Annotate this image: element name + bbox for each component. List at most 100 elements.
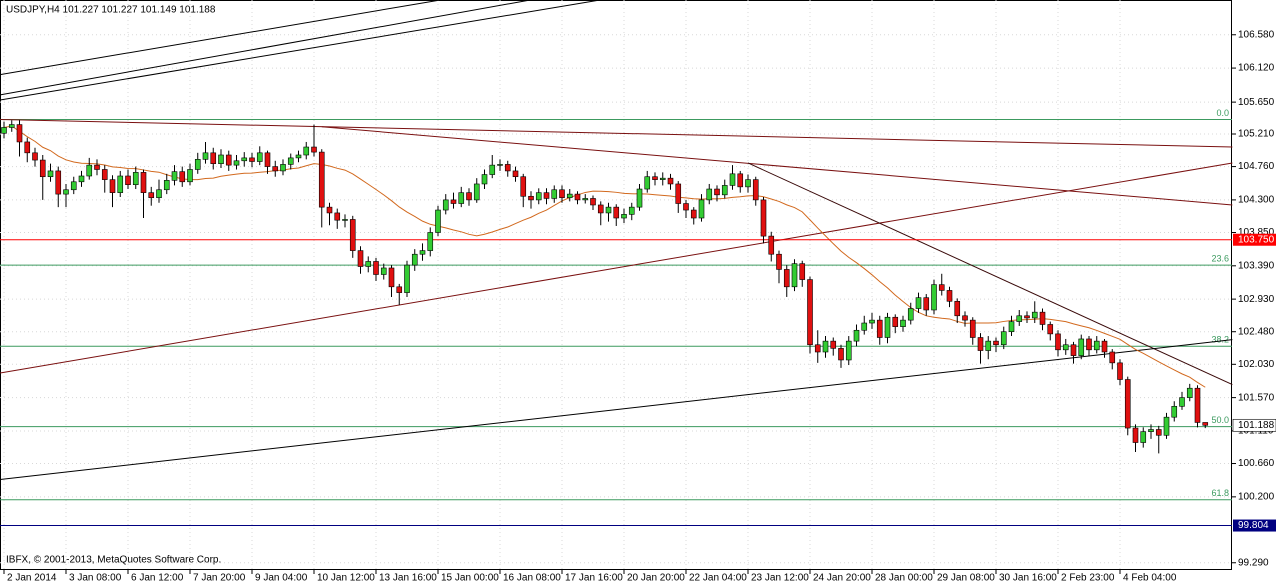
candle-body: [962, 315, 968, 321]
trendline: [0, 162, 1233, 374]
x-tick-label: 23 Jan 12:00: [751, 573, 809, 584]
x-tick-label: 16 Jan 08:00: [503, 573, 561, 584]
candle-body: [900, 319, 906, 327]
chart-title: USDJPY,H4 101.227 101.227 101.149 101.18…: [6, 5, 216, 16]
candle-body: [590, 198, 596, 206]
candle-body: [140, 172, 147, 193]
candle-body: [845, 340, 852, 361]
candle-body: [791, 263, 798, 288]
candle-body: [807, 279, 813, 346]
candle-body: [706, 188, 713, 201]
candle-body: [1055, 333, 1061, 351]
candle-body: [497, 164, 503, 166]
candle-body: [636, 188, 643, 208]
candle-body: [799, 263, 806, 280]
y-tick-label: 102.480: [1238, 326, 1275, 337]
candle-body: [295, 154, 302, 159]
candle-body: [559, 189, 565, 199]
candle-body: [745, 179, 751, 188]
price-tag-label: 99.804: [1238, 520, 1269, 531]
candle-body: [652, 176, 658, 180]
candle-body: [512, 170, 519, 178]
candle-body: [1000, 331, 1007, 346]
candle-body: [163, 180, 170, 191]
candle-body: [287, 157, 294, 165]
candle-body: [783, 269, 790, 288]
x-tick-label: 28 Jan 00:00: [875, 573, 933, 584]
price-tag-label: 103.750: [1238, 234, 1275, 245]
candle-body: [1078, 338, 1085, 356]
candle-body: [1179, 397, 1185, 407]
y-tick-label: 106.580: [1238, 29, 1275, 40]
candle-body: [458, 192, 465, 204]
candle-body: [117, 175, 124, 193]
candle-body: [419, 250, 426, 255]
candle-body: [597, 204, 604, 214]
candle-body: [194, 159, 201, 170]
trendline: [0, 0, 531, 96]
candle-body: [566, 193, 573, 199]
candle-body: [466, 192, 472, 201]
candle-body: [1093, 340, 1100, 351]
candle-body: [969, 319, 976, 338]
candle-body: [78, 175, 85, 183]
candle-body: [535, 192, 542, 201]
candle-body: [923, 297, 930, 311]
candle-body: [528, 195, 534, 201]
candle-body: [1101, 340, 1108, 353]
candle-body: [1062, 344, 1069, 351]
candle-body: [256, 152, 263, 162]
candle-body: [869, 319, 875, 324]
candle-body: [721, 185, 728, 196]
candle-body: [551, 189, 558, 199]
candle-body: [1117, 362, 1123, 380]
candle-body: [396, 286, 403, 293]
trendline: [321, 126, 1233, 206]
x-tick-label: 15 Jan 00:00: [441, 573, 499, 584]
candle-body: [838, 348, 844, 361]
candle-body: [303, 146, 310, 156]
candle-body: [938, 284, 945, 291]
x-tick-label: 20 Jan 20:00: [627, 573, 685, 584]
candle-body: [272, 166, 279, 172]
candle-body: [202, 152, 209, 160]
candle-body: [644, 176, 651, 190]
y-tick-label: 99.290: [1238, 557, 1269, 568]
candle-body: [1070, 344, 1077, 356]
candle-body: [1047, 324, 1054, 335]
x-tick-label: 17 Jan 16:00: [565, 573, 623, 584]
candle-body: [954, 300, 961, 317]
candle-body: [388, 267, 395, 288]
candle-body: [125, 175, 131, 185]
fibo-label: 50.0: [1211, 415, 1229, 425]
candle-body: [326, 206, 333, 214]
candle-body: [985, 340, 992, 351]
candle-body: [1140, 431, 1147, 443]
candle-body: [349, 219, 356, 251]
candle-body: [1194, 387, 1201, 423]
y-tick-label: 101.570: [1238, 392, 1275, 403]
candle-body: [109, 179, 116, 193]
candle-body: [32, 152, 38, 161]
candle-body: [47, 170, 54, 178]
candle-body: [1202, 422, 1209, 426]
candle-body: [752, 179, 759, 201]
candle-body: [768, 235, 775, 255]
candle-body: [1031, 311, 1038, 319]
y-tick-label: 106.120: [1238, 63, 1275, 74]
current-price-tag: [1232, 418, 1276, 432]
candle-body: [1016, 315, 1023, 322]
axis: 106.580 106.120 105.650 105.210 104.760 104.3…: [3, 29, 1276, 584]
x-tick-label: 30 Jan 16:00: [999, 573, 1057, 584]
trendline: [0, 0, 441, 76]
candle-body: [907, 308, 914, 321]
candle-body: [473, 183, 480, 201]
y-tick-label: 105.650: [1238, 97, 1275, 108]
candle-body: [380, 267, 387, 275]
x-tick-label: 7 Jan 20:00: [193, 573, 246, 584]
footer: IBFX, © 2001-2013, MetaQuotes Software C…: [6, 555, 221, 566]
candle-body: [16, 124, 23, 143]
candle-body: [1155, 429, 1162, 436]
y-tick-label: 100.200: [1238, 491, 1275, 502]
